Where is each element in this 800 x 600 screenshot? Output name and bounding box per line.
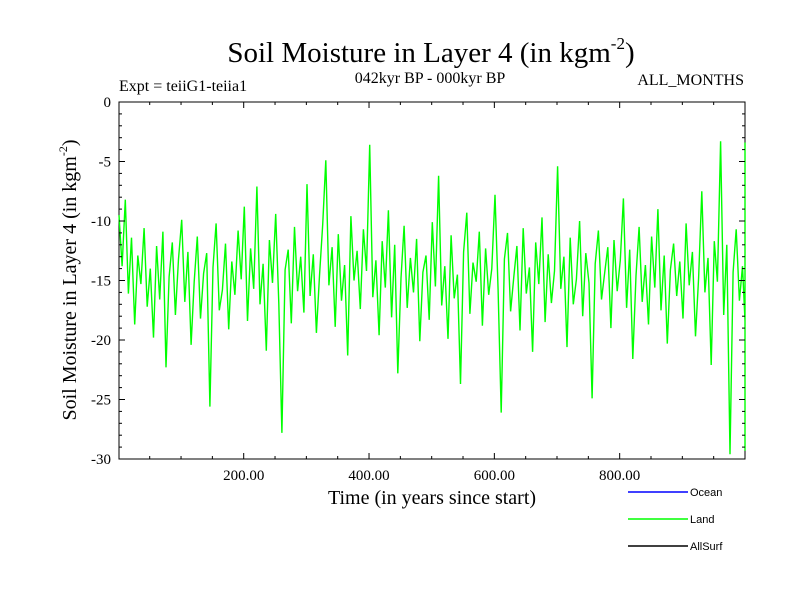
y-tick-label: 0 [104,95,112,111]
subtitle-center: 042kyr BP - 000kyr BP [355,70,506,87]
y-tick-label: -25 [91,393,111,409]
legend-label-allsurf: AllSurf [690,541,723,553]
chart-title: Soil Moisture in Layer 4 (in kgm-2) [227,34,634,69]
subtitle-left: Expt = teiiG1-teiia1 [119,78,247,95]
subtitle-right: ALL_MONTHS [637,72,744,89]
x-tick-label: 800.00 [599,468,640,484]
legend: Ocean Land AllSurf [628,487,723,553]
y-tick-label: -20 [91,333,111,349]
y-axis-label: Soil Moisture in Layer 4 (in kgm-2) [56,139,81,420]
series-line-land [118,141,746,455]
chart-title-close: ) [625,37,635,69]
x-axis: 200.00 400.00 600.00 800.00 [149,102,715,484]
x-tick-label: 200.00 [223,468,264,484]
x-axis-label: Time (in years since start) [328,487,536,509]
legend-label-land: Land [690,514,714,526]
y-tick-label: -15 [91,274,111,290]
x-tick-label: 600.00 [474,468,515,484]
y-axis-label-close: ) [59,139,81,146]
legend-label-ocean: Ocean [690,487,722,499]
chart-title-sup: -2 [611,34,625,53]
y-axis: 0 -5 -10 -15 -20 -25 -30 [91,95,745,468]
series-layer [118,141,746,455]
y-tick-label: -30 [91,452,111,468]
y-axis-label-sup: -2 [56,146,70,156]
y-tick-label: -5 [99,155,112,171]
x-tick-label: 400.00 [348,468,389,484]
y-tick-label: -10 [91,214,111,230]
